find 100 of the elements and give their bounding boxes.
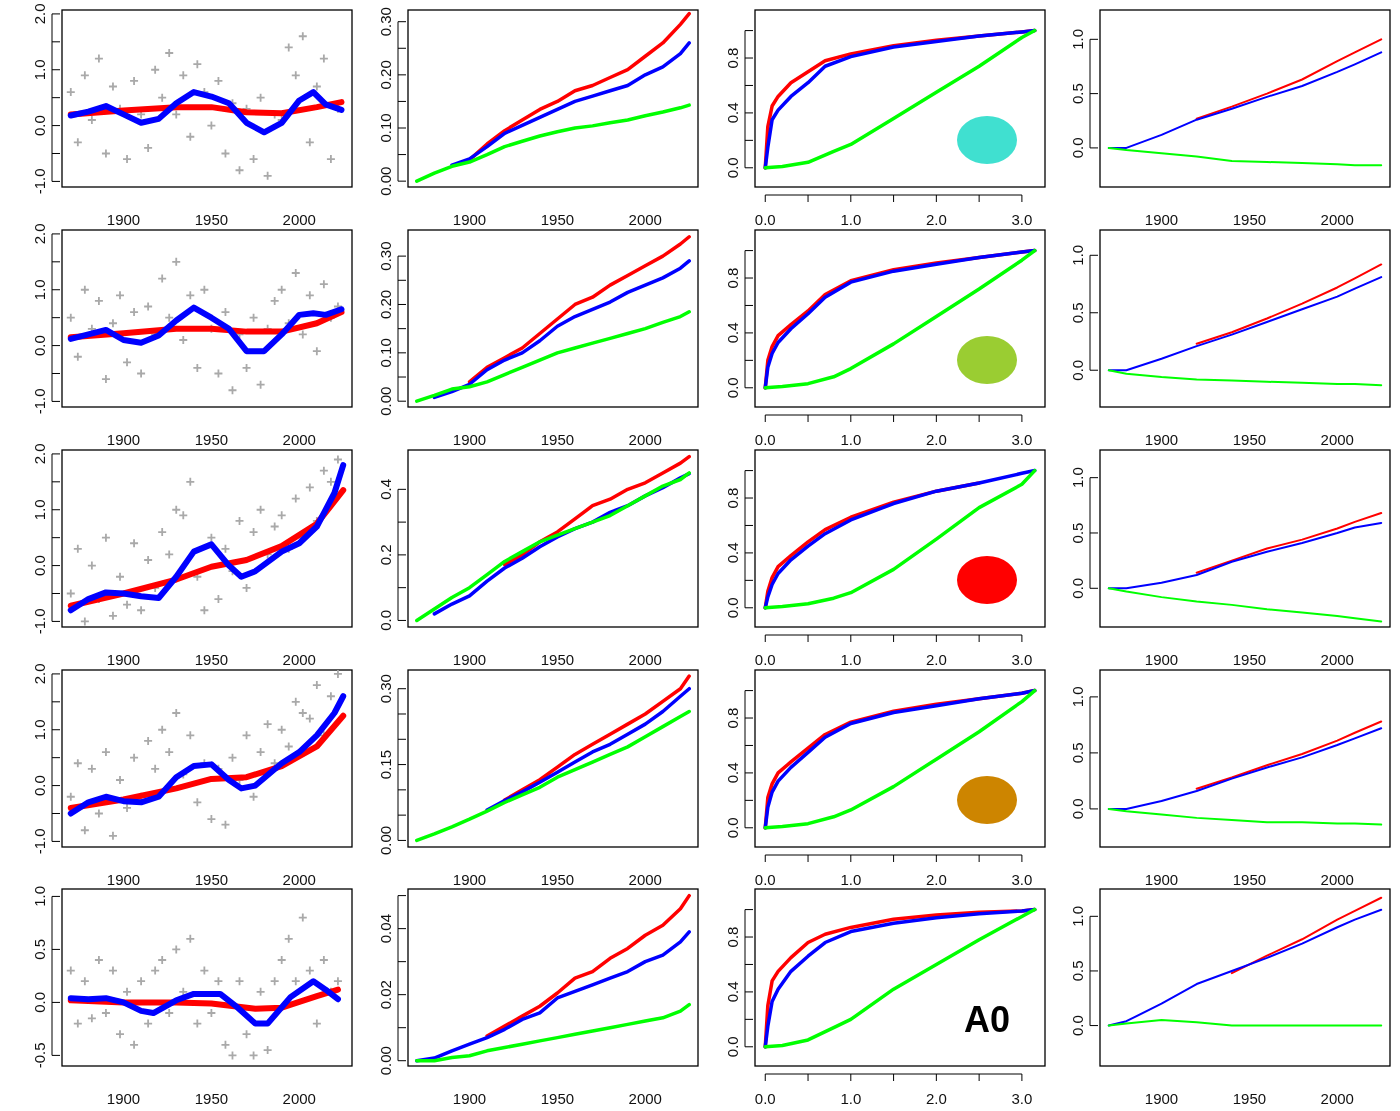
x-tick-label: 3.0: [1011, 651, 1033, 668]
x-tick-label: 1950: [1232, 1090, 1267, 1107]
y-tick-label: 0.02: [377, 980, 394, 1010]
x-tick-label: 1950: [1232, 871, 1267, 888]
y-tick-label: 1.0: [31, 719, 48, 741]
y-tick-label: 0.4: [724, 542, 741, 564]
x-tick-label: 2000: [1320, 211, 1354, 228]
x-tick-label: 0.0: [754, 651, 776, 668]
y-tick-label: 0.0: [724, 1036, 741, 1058]
x-tick-label: 2000: [628, 431, 662, 448]
y-tick-label: 0.8: [724, 926, 741, 948]
y-tick-label: 0.15: [377, 749, 394, 780]
y-tick-label: 2.0: [31, 3, 48, 25]
y-tick-label: 0.8: [724, 47, 741, 69]
y-tick-label: 0.4: [724, 102, 741, 124]
annotation: A0: [963, 999, 1011, 1040]
x-tick-label: 1900: [1144, 1090, 1179, 1107]
y-tick-label: 0.5: [1069, 742, 1086, 764]
y-tick-label: 0.0: [31, 555, 48, 577]
y-tick-label: 0.4: [724, 322, 741, 344]
x-tick-label: 2.0: [925, 211, 947, 228]
y-tick-label: 0.00: [377, 1046, 394, 1076]
y-tick-label: 0.4: [724, 981, 741, 1003]
x-tick-label: 1900: [1144, 651, 1179, 668]
y-tick-label: 0.5: [1069, 302, 1086, 324]
y-tick-label: 0.0: [31, 335, 48, 357]
x-tick-label: 1.0: [840, 1090, 862, 1107]
x-tick-label: 2000: [282, 431, 316, 448]
x-tick-label: 1950: [194, 871, 229, 888]
x-tick-label: 1950: [540, 431, 575, 448]
x-tick-label: 1950: [1232, 211, 1267, 228]
x-tick-label: 1900: [452, 651, 487, 668]
x-tick-label: 1.0: [840, 871, 862, 888]
x-tick-label: 1950: [540, 871, 575, 888]
y-tick-label: 1.0: [1069, 686, 1086, 708]
y-tick-label: 0.0: [377, 610, 394, 631]
x-tick-label: 2000: [1320, 651, 1354, 668]
y-tick-label: 0.0: [1069, 577, 1086, 599]
y-tick-label: 0.00: [377, 825, 394, 856]
x-tick-label: 1950: [1232, 431, 1267, 448]
x-tick-label: 0.0: [754, 1090, 776, 1107]
y-tick-label: -1.0: [31, 828, 48, 855]
x-tick-label: 3.0: [1011, 211, 1033, 228]
y-tick-label: 0.00: [377, 166, 394, 196]
x-tick-label: 1900: [106, 211, 141, 228]
x-tick-label: 2000: [628, 1090, 662, 1107]
y-tick-label: 0.00: [377, 386, 394, 416]
y-tick-label: 0.4: [724, 762, 741, 784]
x-tick-label: 1950: [1232, 651, 1267, 668]
x-tick-label: 2000: [1320, 871, 1354, 888]
y-tick-label: 0.0: [724, 817, 741, 839]
x-tick-label: 2000: [282, 651, 316, 668]
x-tick-label: 0.0: [754, 431, 776, 448]
x-tick-label: 1900: [106, 871, 141, 888]
x-tick-label: 1900: [1144, 431, 1179, 448]
y-tick-label: 0.8: [724, 267, 741, 289]
x-tick-label: 1950: [540, 211, 575, 228]
x-tick-label: 1900: [106, 431, 141, 448]
y-tick-label: 0.8: [724, 487, 741, 509]
x-tick-label: 1.0: [840, 211, 862, 228]
y-tick-label: 0.04: [377, 914, 394, 944]
y-tick-label: 0.0: [1069, 137, 1086, 159]
y-tick-label: 0.8: [724, 707, 741, 729]
x-tick-label: 2000: [282, 1090, 316, 1107]
y-tick-label: 1.0: [1069, 28, 1086, 50]
x-tick-label: 3.0: [1011, 871, 1033, 888]
y-tick-label: 0.0: [31, 991, 48, 1013]
x-tick-label: 2000: [628, 651, 662, 668]
x-tick-label: 3.0: [1011, 1090, 1033, 1107]
x-tick-label: 1900: [106, 651, 141, 668]
x-tick-label: 2000: [1320, 431, 1354, 448]
y-tick-label: 0.0: [1069, 1015, 1086, 1036]
y-tick-label: 1.0: [1069, 244, 1086, 266]
y-tick-label: -0.5: [31, 1042, 48, 1069]
x-tick-label: 1.0: [840, 651, 862, 668]
x-tick-label: 1900: [1144, 211, 1179, 228]
y-tick-label: -1.0: [31, 168, 48, 195]
y-tick-label: 0.20: [377, 289, 394, 320]
x-tick-label: 1950: [540, 651, 575, 668]
x-tick-label: 1.0: [840, 431, 862, 448]
y-tick-label: 1.0: [31, 59, 48, 81]
y-tick-label: 0.0: [724, 157, 741, 179]
y-tick-label: -1.0: [31, 608, 48, 635]
y-tick-label: 0.5: [1069, 960, 1086, 982]
x-tick-label: 1950: [194, 431, 229, 448]
x-tick-label: 1900: [1144, 871, 1179, 888]
y-tick-label: 1.0: [31, 499, 48, 521]
y-tick-label: 1.0: [1069, 467, 1086, 489]
x-tick-label: 2.0: [925, 871, 947, 888]
x-tick-label: 2.0: [925, 651, 947, 668]
y-tick-label: 0.0: [1069, 359, 1086, 381]
x-tick-label: 0.0: [754, 871, 776, 888]
y-tick-label: 1.0: [31, 279, 48, 301]
x-tick-label: 1900: [452, 1090, 487, 1107]
x-tick-label: 1900: [452, 211, 487, 228]
x-tick-label: 2000: [628, 211, 662, 228]
x-tick-label: 1950: [194, 211, 229, 228]
y-tick-label: 0.2: [377, 544, 394, 566]
x-tick-label: 1900: [452, 431, 487, 448]
y-tick-label: 0.5: [31, 938, 48, 960]
